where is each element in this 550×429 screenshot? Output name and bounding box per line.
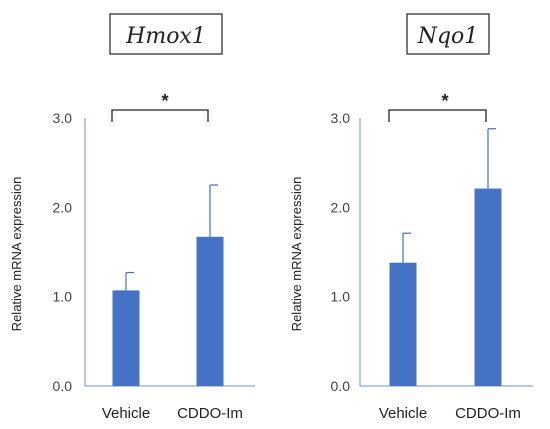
y-axis-label: Relative mRNA expression <box>9 177 24 332</box>
x-tick-label: CDDO-Im <box>455 405 521 422</box>
x-tick-label: Vehicle <box>379 405 427 422</box>
significance-bracket <box>388 109 487 122</box>
bar <box>196 236 224 386</box>
chart-title: Nqo1 <box>417 24 479 49</box>
bar <box>389 262 417 386</box>
y-tick-label: 2.0 <box>53 199 73 215</box>
y-tick-label: 3.0 <box>53 110 73 126</box>
significance-marker: * <box>161 91 168 111</box>
hmox1-panel: Hmox1 Relative mRNA expression * 0.0 1.0 2… <box>9 13 255 422</box>
y-tick-label: 3.0 <box>331 110 351 126</box>
x-tick-label: CDDO-Im <box>177 405 243 422</box>
title-box <box>406 13 490 55</box>
y-tick-label: 0.0 <box>53 378 73 394</box>
y-tick-label: 0.0 <box>331 378 351 394</box>
chart-title: Hmox1 <box>125 24 206 49</box>
title-box <box>109 13 223 55</box>
significance-marker: * <box>441 91 448 111</box>
bar <box>112 290 140 386</box>
y-axis-label: Relative mRNA expression <box>289 177 304 332</box>
x-tick-label: Vehicle <box>102 405 150 422</box>
y-tick-label: 1.0 <box>53 289 73 305</box>
significance-bracket <box>111 109 209 122</box>
bar <box>474 188 502 386</box>
y-tick-label: 2.0 <box>331 199 351 215</box>
y-tick-label: 1.0 <box>331 289 351 305</box>
nqo1-panel: Nqo1 Relative mRNA expression * 0.0 1.0 2.… <box>289 13 533 422</box>
